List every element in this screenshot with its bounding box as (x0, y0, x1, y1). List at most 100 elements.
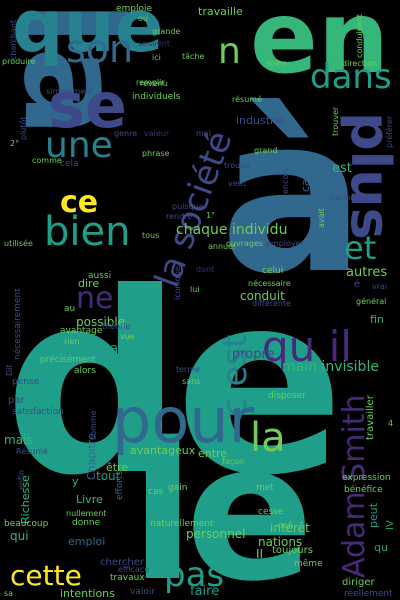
word: tout (96, 469, 121, 483)
word: tous (142, 231, 160, 240)
word: revenu (140, 79, 168, 88)
word: est (332, 161, 352, 176)
word: encore (281, 166, 290, 194)
word: alors (74, 366, 96, 376)
word: plutôt (19, 116, 28, 140)
word: qu il (262, 322, 352, 371)
word: individuels (132, 92, 181, 102)
word: veut (228, 179, 246, 188)
word: diriger (342, 577, 375, 588)
word: beaucoup (4, 519, 49, 529)
word: bénéfice (344, 485, 383, 495)
word: phrase (142, 149, 170, 158)
word: celui (262, 266, 284, 276)
word: annuel (208, 242, 236, 251)
word: pas (164, 555, 225, 595)
word: possible (76, 315, 126, 329)
word: même (294, 559, 323, 569)
word: somme (89, 410, 98, 440)
word: ouvrages (226, 239, 264, 248)
word: façon (222, 457, 245, 466)
word: disposer (268, 391, 307, 401)
word: gain (168, 483, 188, 493)
word: 1° (206, 211, 216, 220)
word: vue (120, 332, 135, 341)
word: avantageux (130, 444, 196, 457)
word: sa (4, 589, 14, 598)
word: n (218, 31, 241, 72)
word: une (45, 125, 113, 166)
word: dont (196, 265, 215, 274)
word: ne (76, 281, 114, 316)
word: industrie (236, 114, 285, 127)
word: avantage (60, 326, 103, 336)
word: son (66, 27, 134, 71)
word: ici (152, 53, 161, 62)
word: emploi (68, 535, 106, 548)
word: direction (342, 59, 378, 68)
word: é (354, 279, 361, 290)
word: propre (232, 347, 275, 362)
word: trouver (331, 106, 340, 136)
word: mal (196, 129, 211, 138)
word: employer (266, 239, 304, 248)
word: travaille (198, 5, 243, 18)
word: se (48, 69, 127, 142)
word: différente (252, 299, 291, 308)
word: et (344, 229, 377, 267)
word: travailler (365, 395, 376, 440)
word: nationale (330, 193, 368, 202)
word: genre (114, 129, 138, 138)
word: efficace (118, 565, 150, 574)
word: main invisible (282, 359, 379, 375)
word: tâche (182, 52, 205, 61)
word: pour (112, 384, 255, 457)
word: cas (148, 487, 164, 497)
word: autres (346, 265, 388, 280)
word: terme (176, 365, 200, 374)
word: remplir (136, 78, 165, 87)
word: dans (310, 57, 392, 97)
word: Livre (76, 493, 103, 506)
word: que (12, 0, 164, 68)
word: nécessairement (13, 288, 23, 360)
word: qu (374, 541, 388, 554)
word: expression (342, 473, 391, 483)
word: en (250, 0, 390, 96)
word: la (250, 415, 286, 461)
word: entre (198, 447, 228, 460)
word: cherchant (9, 19, 18, 60)
word: enfin (17, 469, 26, 490)
word: 4 (388, 419, 394, 428)
word: être (106, 461, 129, 474)
word: y (72, 475, 79, 488)
word: de (4, 239, 345, 530)
word: général (356, 297, 387, 306)
word: efforts (115, 470, 125, 500)
word: iconique (173, 266, 182, 300)
word: bien (44, 209, 131, 255)
word: préférer (385, 115, 394, 148)
word: résumé (232, 95, 262, 104)
word: nations (258, 535, 303, 549)
word: aussi (88, 271, 112, 281)
word: vrai (372, 282, 388, 291)
word: qui (10, 529, 29, 543)
word: valoir (130, 587, 156, 597)
word: chercher (100, 557, 144, 568)
word: toujours (272, 545, 313, 556)
word: nécessaire (248, 279, 291, 288)
word: rendre (166, 212, 193, 221)
word: manière (96, 341, 154, 357)
word: précisément (40, 355, 96, 365)
word: Dit (5, 364, 14, 376)
word: souvent (138, 39, 170, 48)
word: ce (60, 185, 99, 220)
word: travaux (110, 573, 145, 583)
word: avait (317, 208, 326, 228)
word: donne (72, 518, 101, 528)
word: lui (190, 285, 200, 294)
word: produire (2, 57, 36, 66)
word: à (220, 70, 366, 321)
word: conduisent (355, 13, 364, 58)
